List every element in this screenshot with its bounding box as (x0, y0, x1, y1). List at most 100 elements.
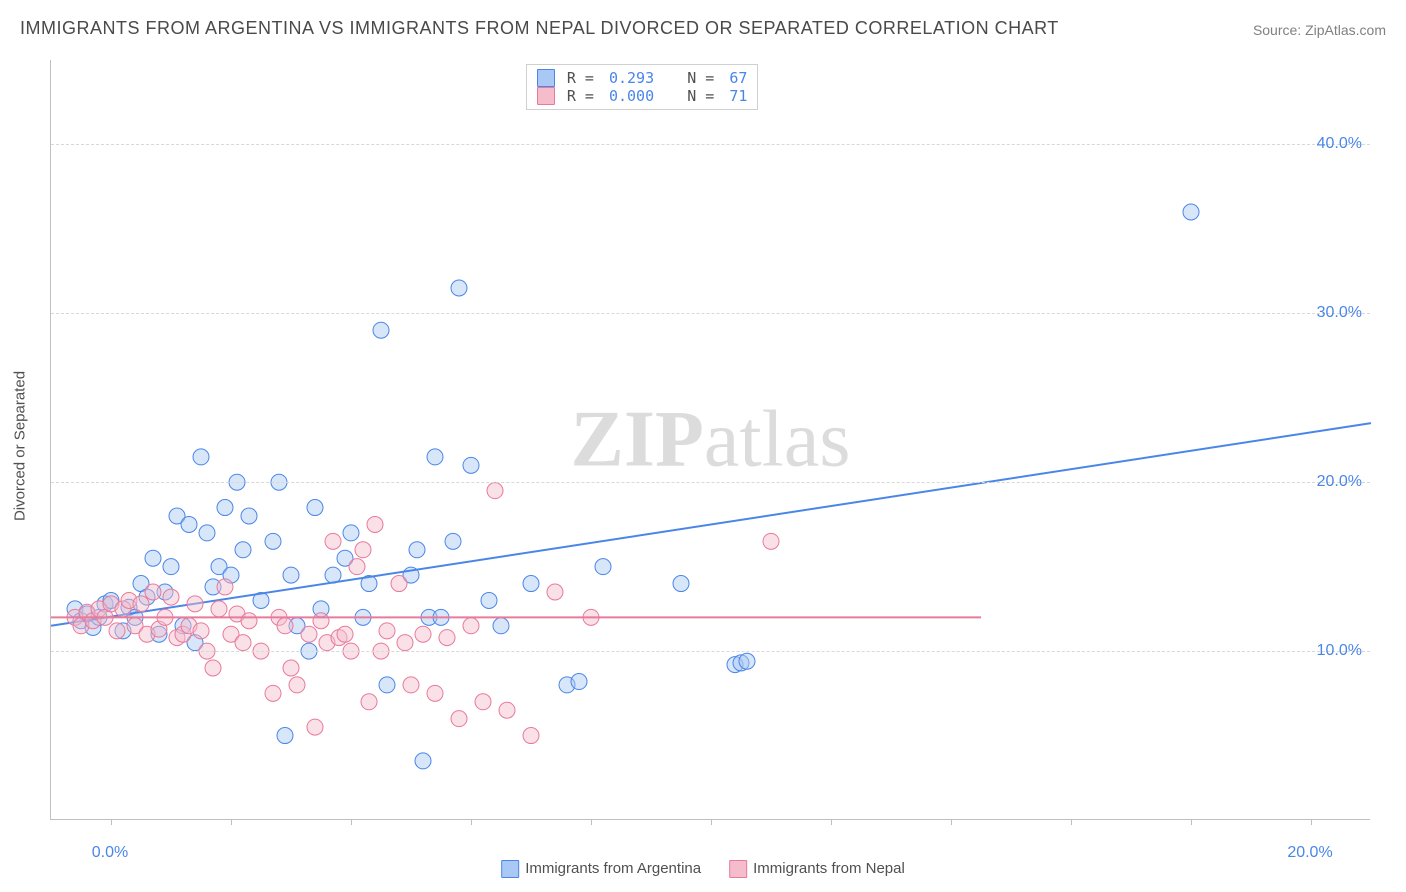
scatter-point (523, 576, 539, 592)
gridline (51, 482, 1370, 483)
scatter-point (361, 694, 377, 710)
scatter-point (217, 500, 233, 516)
x-tick-label: 0.0% (92, 844, 128, 862)
scatter-point (673, 576, 689, 592)
scatter-point (475, 694, 491, 710)
scatter-point (739, 653, 755, 669)
scatter-point (427, 449, 443, 465)
x-tick (111, 819, 112, 825)
scatter-point (289, 677, 305, 693)
scatter-point (763, 533, 779, 549)
legend-correlation-box: R = 0.293 N = 67R = 0.000 N = 71 (526, 64, 759, 110)
x-tick (831, 819, 832, 825)
x-tick (351, 819, 352, 825)
scatter-point (373, 322, 389, 338)
y-tick-label: 30.0% (1317, 304, 1362, 322)
scatter-point (241, 508, 257, 524)
gridline (51, 313, 1370, 314)
legend-swatch-icon (537, 87, 555, 105)
scatter-point (193, 623, 209, 639)
scatter-point (499, 702, 515, 718)
scatter-point (181, 516, 197, 532)
scatter-point (415, 753, 431, 769)
scatter-point (367, 516, 383, 532)
scatter-point (145, 550, 161, 566)
scatter-point (547, 584, 563, 600)
scatter-point (283, 567, 299, 583)
x-tick-label: 20.0% (1287, 844, 1332, 862)
scatter-point (451, 280, 467, 296)
scatter-point (163, 589, 179, 605)
scatter-point (277, 618, 293, 634)
scatter-point (235, 542, 251, 558)
scatter-point (307, 719, 323, 735)
scatter-point (235, 635, 251, 651)
scatter-point (199, 525, 215, 541)
legend-series-item: Immigrants from Argentina (501, 860, 701, 878)
scatter-point (241, 613, 257, 629)
chart-title: IMMIGRANTS FROM ARGENTINA VS IMMIGRANTS … (20, 18, 1059, 39)
source-label: Source: ZipAtlas.com (1253, 22, 1386, 38)
scatter-point (409, 542, 425, 558)
scatter-point (193, 449, 209, 465)
x-tick (1191, 819, 1192, 825)
scatter-point (109, 623, 125, 639)
scatter-point (481, 592, 497, 608)
scatter-point (427, 685, 443, 701)
scatter-point (187, 596, 203, 612)
x-tick (1071, 819, 1072, 825)
legend-swatch-icon (537, 69, 555, 87)
scatter-point (217, 579, 233, 595)
scatter-point (415, 626, 431, 642)
scatter-point (265, 685, 281, 701)
scatter-point (403, 677, 419, 693)
legend-correlation-row: R = 0.293 N = 67 (537, 69, 748, 87)
scatter-point (595, 559, 611, 575)
scatter-point (337, 626, 353, 642)
scatter-point (211, 601, 227, 617)
scatter-point (343, 525, 359, 541)
scatter-point (523, 728, 539, 744)
scatter-point (571, 674, 587, 690)
scatter-point (391, 576, 407, 592)
y-tick-label: 10.0% (1317, 642, 1362, 660)
scatter-point (265, 533, 281, 549)
scatter-point (463, 618, 479, 634)
scatter-point (205, 660, 221, 676)
y-tick-label: 20.0% (1317, 473, 1362, 491)
plot-area: ZIPatlas R = 0.293 N = 67R = 0.000 N = 7… (50, 60, 1370, 820)
scatter-point (451, 711, 467, 727)
scatter-point (1183, 204, 1199, 220)
watermark: ZIPatlas (571, 394, 851, 485)
scatter-point (487, 483, 503, 499)
scatter-point (397, 635, 413, 651)
scatter-point (439, 630, 455, 646)
scatter-point (277, 728, 293, 744)
x-tick (471, 819, 472, 825)
gridline (51, 651, 1370, 652)
legend-correlation-row: R = 0.000 N = 71 (537, 87, 748, 105)
x-tick (711, 819, 712, 825)
scatter-point (163, 559, 179, 575)
legend-swatch-icon (729, 860, 747, 878)
scatter-point (493, 618, 509, 634)
scatter-point (145, 584, 161, 600)
legend-swatch-icon (501, 860, 519, 878)
scatter-svg (51, 60, 351, 210)
scatter-point (301, 626, 317, 642)
scatter-point (379, 623, 395, 639)
scatter-point (355, 542, 371, 558)
scatter-point (313, 613, 329, 629)
scatter-point (445, 533, 461, 549)
x-tick (591, 819, 592, 825)
y-tick-label: 40.0% (1317, 135, 1362, 153)
x-tick (231, 819, 232, 825)
scatter-point (463, 457, 479, 473)
x-tick (1311, 819, 1312, 825)
legend-series: Immigrants from Argentina Immigrants from… (501, 860, 905, 878)
y-axis-label: Divorced or Separated (12, 371, 29, 521)
scatter-point (307, 500, 323, 516)
x-tick (951, 819, 952, 825)
scatter-point (325, 533, 341, 549)
legend-series-item: Immigrants from Nepal (729, 860, 905, 878)
